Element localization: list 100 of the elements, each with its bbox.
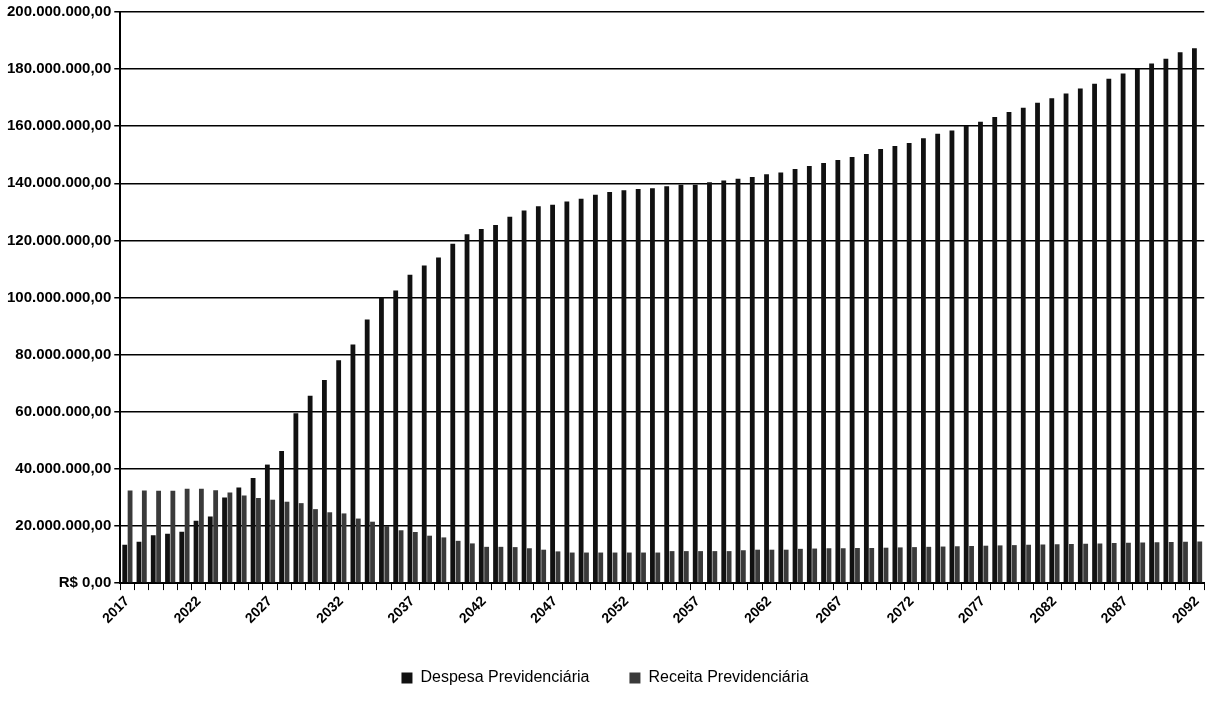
bar bbox=[650, 188, 655, 583]
bar bbox=[321, 380, 327, 583]
bar bbox=[783, 549, 789, 583]
bar bbox=[184, 488, 190, 583]
bar bbox=[598, 552, 604, 583]
bar bbox=[584, 552, 589, 583]
bar bbox=[298, 503, 304, 583]
bar bbox=[541, 549, 547, 583]
bar bbox=[863, 153, 869, 583]
bar bbox=[535, 206, 541, 583]
bar bbox=[963, 125, 969, 583]
bar bbox=[626, 552, 632, 583]
bar bbox=[222, 497, 227, 583]
bar bbox=[141, 490, 147, 583]
bar bbox=[279, 450, 285, 583]
legend-label: Receita Previdenciária bbox=[648, 668, 809, 686]
y-tick-label: 100.000.000,00 bbox=[6, 287, 112, 305]
bar bbox=[165, 533, 170, 583]
bar bbox=[1134, 68, 1140, 583]
bar bbox=[469, 543, 475, 583]
bar bbox=[692, 184, 698, 583]
bar bbox=[1092, 83, 1097, 583]
bar bbox=[1068, 543, 1074, 583]
bar bbox=[1083, 543, 1089, 583]
bar bbox=[179, 531, 185, 583]
bar bbox=[241, 495, 247, 583]
bar bbox=[327, 512, 333, 583]
bar bbox=[1192, 48, 1197, 583]
bar bbox=[912, 547, 917, 583]
bar bbox=[1054, 544, 1060, 583]
bar bbox=[869, 547, 875, 583]
bar bbox=[412, 531, 418, 583]
bar bbox=[655, 552, 661, 583]
bar bbox=[778, 172, 784, 583]
legend-label: Despesa Previdenciária bbox=[420, 668, 590, 686]
bar bbox=[1126, 542, 1131, 583]
bar bbox=[749, 177, 755, 583]
bar bbox=[969, 545, 974, 583]
bar bbox=[1111, 543, 1117, 583]
y-tick-label: R$ 0,00 bbox=[58, 573, 112, 591]
bar bbox=[592, 194, 598, 583]
bar bbox=[569, 552, 575, 583]
bar bbox=[855, 547, 860, 583]
bar bbox=[122, 544, 128, 583]
bar bbox=[707, 182, 712, 583]
y-tick-label: 140.000.000,00 bbox=[6, 173, 112, 191]
bar bbox=[564, 201, 570, 583]
bar bbox=[1026, 544, 1032, 583]
bar bbox=[983, 545, 989, 583]
bar bbox=[740, 550, 746, 583]
bar bbox=[307, 395, 313, 583]
bar bbox=[150, 535, 156, 583]
bar bbox=[198, 488, 204, 583]
bar bbox=[493, 225, 498, 583]
bar bbox=[264, 464, 270, 583]
bar bbox=[1177, 52, 1183, 583]
bar bbox=[664, 186, 670, 583]
bar bbox=[1163, 58, 1169, 583]
bar bbox=[698, 551, 703, 583]
bar bbox=[393, 290, 399, 583]
bar bbox=[421, 265, 427, 583]
bar bbox=[1077, 88, 1083, 583]
bar bbox=[1106, 78, 1112, 583]
bar bbox=[798, 548, 803, 583]
bar bbox=[721, 180, 727, 583]
bar bbox=[364, 319, 370, 583]
bar bbox=[441, 537, 447, 583]
y-tick-label: 160.000.000,00 bbox=[6, 116, 112, 134]
bar bbox=[769, 549, 775, 583]
bar bbox=[806, 165, 812, 583]
bar bbox=[821, 163, 826, 583]
y-tick-label: 200.000.000,00 bbox=[6, 2, 112, 20]
bar bbox=[764, 174, 769, 583]
bar bbox=[213, 490, 219, 583]
bar bbox=[1049, 98, 1055, 583]
bar bbox=[436, 257, 441, 583]
bar bbox=[635, 189, 641, 583]
bar bbox=[170, 490, 176, 583]
bar bbox=[835, 159, 841, 583]
bar bbox=[207, 516, 213, 583]
bar bbox=[812, 548, 818, 583]
y-tick-label: 80.000.000,00 bbox=[15, 344, 112, 362]
bar bbox=[384, 525, 390, 583]
bar bbox=[336, 360, 342, 583]
bar bbox=[512, 547, 518, 583]
bar bbox=[1140, 542, 1146, 583]
bar bbox=[607, 191, 613, 583]
bar bbox=[1020, 107, 1026, 583]
bar bbox=[455, 540, 461, 583]
bar bbox=[293, 413, 299, 583]
bar bbox=[849, 157, 855, 583]
bar bbox=[313, 509, 318, 583]
bar bbox=[355, 518, 361, 583]
bar bbox=[484, 546, 490, 583]
bar bbox=[1035, 102, 1040, 583]
bar bbox=[892, 145, 898, 583]
bar bbox=[641, 552, 646, 583]
y-tick-label: 20.000.000,00 bbox=[15, 516, 112, 534]
bar bbox=[379, 297, 384, 583]
y-tick-label: 40.000.000,00 bbox=[15, 459, 112, 477]
